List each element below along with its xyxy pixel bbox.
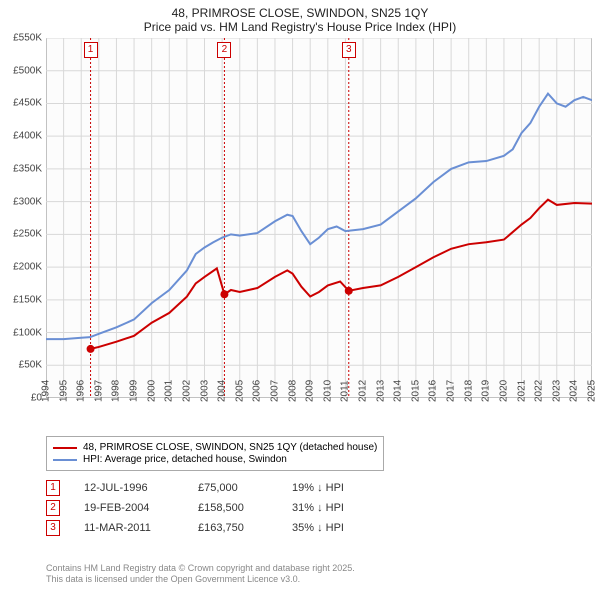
attribution-line-1: Contains HM Land Registry data © Crown c… [46,563,355,575]
transaction-delta: 31% ↓ HPI [292,502,382,514]
legend-label: 48, PRIMROSE CLOSE, SWINDON, SN25 1QY (d… [83,442,377,453]
x-tick-label: 2007 [269,380,280,402]
y-tick-label: £250K [13,229,42,240]
x-tick-label: 2005 [234,380,245,402]
y-tick-label: £300K [13,196,42,207]
y-tick-label: £500K [13,65,42,76]
chart-area: £0£50K£100K£150K£200K£250K£300K£350K£400… [46,38,592,398]
x-tick-label: 2025 [587,380,598,402]
title-line-2: Price paid vs. HM Land Registry's House … [0,20,600,34]
x-tick-label: 2001 [164,380,175,402]
y-tick-label: £450K [13,98,42,109]
chart-marker-1: 1 [84,42,98,58]
transaction-delta: 19% ↓ HPI [292,482,382,494]
x-tick-label: 2015 [410,380,421,402]
transaction-row: 3 11-MAR-2011 £163,750 35% ↓ HPI [46,520,382,536]
transaction-date: 11-MAR-2011 [84,522,174,534]
y-tick-label: £150K [13,294,42,305]
transaction-marker: 1 [46,480,60,496]
x-tick-label: 2014 [393,380,404,402]
x-tick-label: 2019 [481,380,492,402]
x-tick-label: 2000 [146,380,157,402]
transaction-price: £158,500 [198,502,268,514]
legend-item: 48, PRIMROSE CLOSE, SWINDON, SN25 1QY (d… [53,442,377,453]
x-tick-label: 2018 [463,380,474,402]
x-tick-label: 2012 [358,380,369,402]
transaction-date: 12-JUL-1996 [84,482,174,494]
chart-marker-3: 3 [342,42,356,58]
title-line-1: 48, PRIMROSE CLOSE, SWINDON, SN25 1QY [0,6,600,20]
x-tick-label: 2009 [305,380,316,402]
transactions-table: 1 12-JUL-1996 £75,000 19% ↓ HPI 2 19-FEB-2004… [46,476,382,540]
chart-title-block: 48, PRIMROSE CLOSE, SWINDON, SN25 1QY Pr… [0,0,600,38]
attribution-line-2: This data is licensed under the Open Gov… [46,574,355,586]
y-tick-label: £50K [19,360,42,371]
transaction-marker: 3 [46,520,60,536]
x-tick-label: 2024 [569,380,580,402]
y-tick-label: £550K [13,33,42,44]
chart-marker-2: 2 [217,42,231,58]
transaction-marker: 2 [46,500,60,516]
plot-svg [46,38,592,398]
transaction-price: £163,750 [198,522,268,534]
x-tick-label: 2002 [181,380,192,402]
transaction-row: 1 12-JUL-1996 £75,000 19% ↓ HPI [46,480,382,496]
x-tick-label: 2023 [551,380,562,402]
attribution: Contains HM Land Registry data © Crown c… [46,563,355,586]
x-tick-label: 2017 [446,380,457,402]
x-tick-label: 2006 [252,380,263,402]
x-tick-label: 2003 [199,380,210,402]
transaction-row: 2 19-FEB-2004 £158,500 31% ↓ HPI [46,500,382,516]
transaction-date: 19-FEB-2004 [84,502,174,514]
legend-swatch [53,459,77,461]
x-tick-label: 2021 [516,380,527,402]
x-tick-label: 1998 [111,380,122,402]
x-tick-label: 2020 [498,380,509,402]
x-tick-label: 2008 [287,380,298,402]
y-tick-label: £400K [13,131,42,142]
x-tick-label: 1997 [93,380,104,402]
legend-swatch [53,447,77,449]
transaction-price: £75,000 [198,482,268,494]
x-tick-label: 2013 [375,380,386,402]
x-tick-label: 1996 [76,380,87,402]
x-tick-label: 1995 [58,380,69,402]
y-tick-label: £350K [13,163,42,174]
x-tick-label: 2010 [322,380,333,402]
x-tick-label: 2016 [428,380,439,402]
y-tick-label: £100K [13,327,42,338]
y-tick-label: £200K [13,262,42,273]
legend: 48, PRIMROSE CLOSE, SWINDON, SN25 1QY (d… [46,436,384,471]
transaction-delta: 35% ↓ HPI [292,522,382,534]
x-tick-label: 2004 [217,380,228,402]
x-tick-label: 1999 [129,380,140,402]
x-tick-label: 1994 [41,380,52,402]
legend-label: HPI: Average price, detached house, Swin… [83,454,287,465]
x-tick-label: 2022 [534,380,545,402]
x-tick-label: 2011 [340,380,351,402]
legend-item: HPI: Average price, detached house, Swin… [53,454,377,465]
